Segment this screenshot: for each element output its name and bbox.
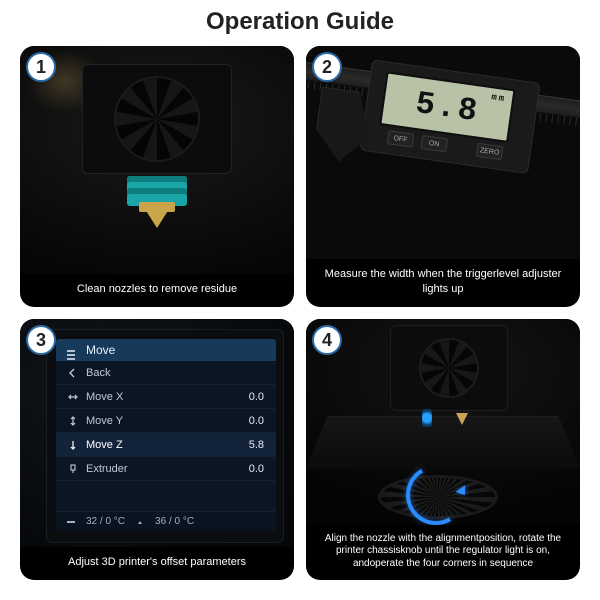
- status-bar: 32 / 0 °C 36 / 0 °C: [56, 511, 276, 531]
- axis-x-icon: [68, 392, 78, 402]
- step-1-image: [20, 46, 294, 274]
- menu-row-back: Back: [56, 361, 276, 385]
- caliper-unit: mm: [491, 92, 507, 104]
- fan-enclosure: [390, 325, 508, 411]
- step-badge: 4: [312, 325, 342, 355]
- step-2-image: 5.8 mm OFF ON ZERO: [306, 46, 580, 259]
- step-caption: Clean nozzles to remove residue: [20, 274, 294, 307]
- step-card-3: 3 Move Back Move X: [20, 319, 294, 580]
- menu-row-extruder: Extruder 0.0: [56, 457, 276, 481]
- step-4-image: [306, 319, 580, 525]
- step-badge: 3: [26, 325, 56, 355]
- axis-y-icon: [68, 416, 78, 426]
- step-caption: Adjust 3D printer's offset parameters: [20, 547, 294, 580]
- step-caption: Align the nozzle with the alignmentposit…: [306, 525, 580, 581]
- step-3-image: Move Back Move X 0.0 Move Y 0.0: [20, 319, 294, 547]
- menu-row-movex: Move X 0.0: [56, 385, 276, 409]
- nozzle-icon: [456, 413, 468, 425]
- nozzle-icon: [143, 206, 171, 228]
- step-caption: Measure the width when the triggerlevel …: [306, 259, 580, 307]
- step-card-1: 1 Clean nozzles to remove residue: [20, 46, 294, 307]
- menu-icon: [66, 345, 76, 355]
- fan-enclosure: [82, 64, 232, 174]
- hotend-temp: 36 / 0 °C: [155, 516, 194, 527]
- step-badge: 2: [312, 52, 342, 82]
- hotend-temp-icon: [135, 515, 145, 528]
- extruder-icon: [68, 464, 78, 474]
- step-card-2: 2 5.8 mm OFF ON ZERO Measure the: [306, 46, 580, 307]
- caliper-reading: 5.8: [413, 84, 481, 129]
- fan-icon: [419, 338, 479, 398]
- step-grid: 1 Clean nozzles to remove residue 2: [20, 46, 580, 580]
- step-card-4: 4 Align the nozzle with the alignmentpos…: [306, 319, 580, 580]
- back-icon: [68, 368, 78, 378]
- axis-z-icon: [68, 440, 78, 450]
- operation-guide: Operation Guide 1 Clean nozzles to remov…: [0, 0, 600, 600]
- page-title: Operation Guide: [20, 8, 580, 36]
- step-badge: 1: [26, 52, 56, 82]
- menu-row-movey: Move Y 0.0: [56, 409, 276, 433]
- print-bed: [306, 416, 580, 469]
- fan-icon: [114, 76, 200, 162]
- screen-title: Move: [86, 339, 115, 361]
- level-probe-icon: [422, 409, 432, 427]
- bed-temp: 32 / 0 °C: [86, 516, 125, 527]
- printer-lcd-screen: Move Back Move X 0.0 Move Y 0.0: [56, 339, 276, 531]
- menu-row-movez: Move Z 5.8: [56, 433, 276, 457]
- screen-header: Move: [56, 339, 276, 361]
- bed-temp-icon: [66, 515, 76, 528]
